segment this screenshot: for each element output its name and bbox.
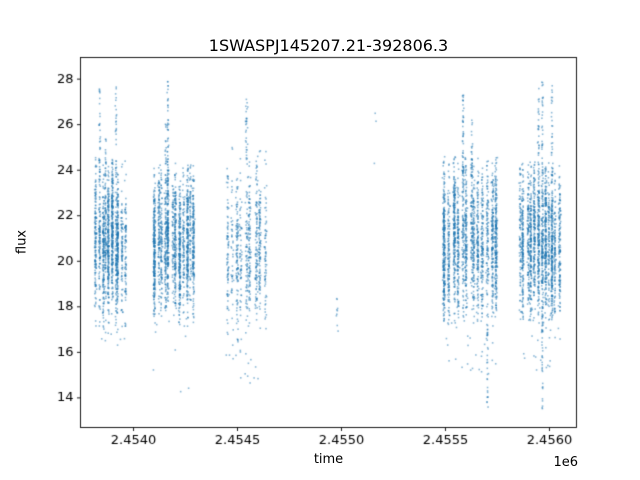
chart-title: 1SWASPJ145207.21-392806.3 bbox=[208, 36, 449, 55]
y-axis-label: flux bbox=[14, 229, 30, 255]
x-axis-label: time bbox=[313, 452, 344, 467]
x-axis-offset-label: 1e6 bbox=[553, 455, 578, 470]
